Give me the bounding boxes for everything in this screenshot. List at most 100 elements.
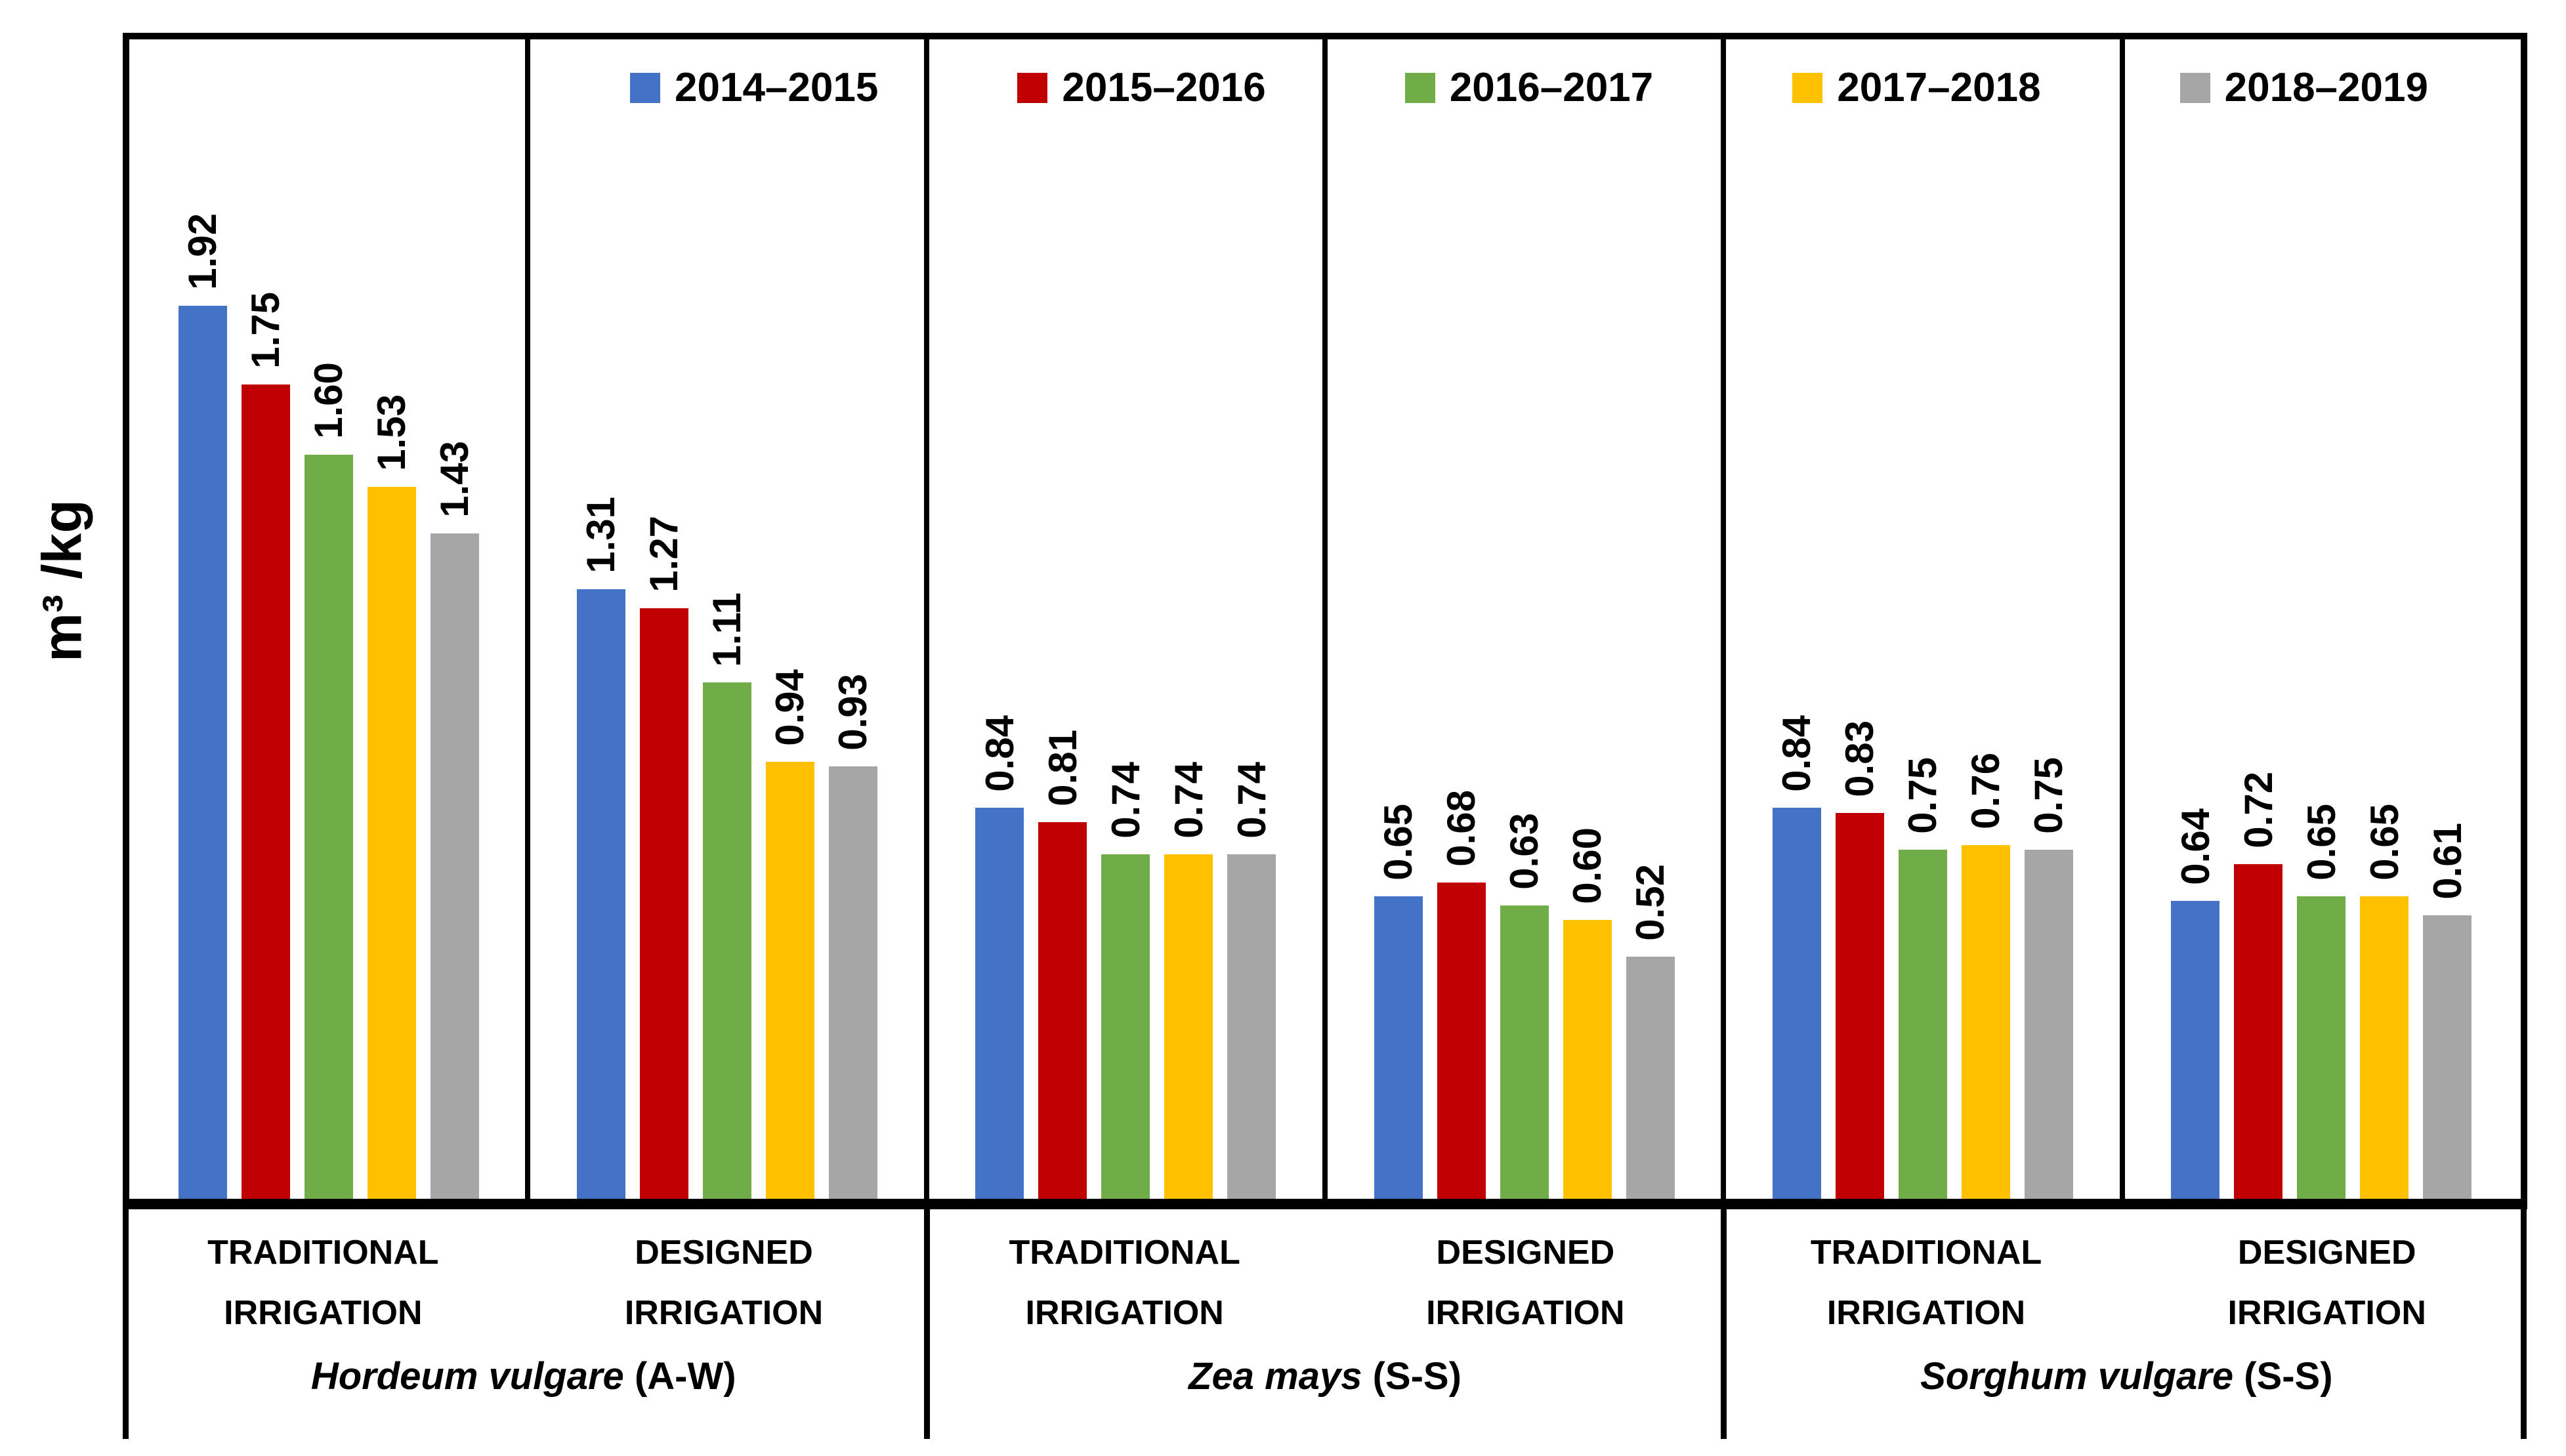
bar-column: 0.52 (1626, 39, 1675, 1199)
bar-value-label: 0.83 (1838, 720, 1882, 797)
bar (1961, 845, 2010, 1199)
bar-value-label: 0.93 (831, 674, 875, 751)
bar-column: 0.74 (1227, 39, 1276, 1199)
plot-area: 1.92 1.75 1.60 1.53 1.43 1.31 1.27 1.11 0.94 0.93… (123, 33, 2527, 1209)
chart-panel: 0.84 0.83 0.75 0.76 0.75 (1723, 39, 2122, 1199)
legend-label: 2016–2017 (1449, 65, 1654, 110)
bar-column: 1.75 (241, 39, 290, 1199)
crop-category-axis-row: Hordeum vulgare (A-W) Zea mays (S-S) Sorgh… (123, 1344, 2527, 1409)
axis-table-separator-line (2521, 1209, 2527, 1439)
bar (241, 385, 290, 1199)
bar-column: 0.76 (1961, 39, 2010, 1199)
bar-column: 0.81 (1038, 39, 1087, 1199)
irrigation-category-label-line: DESIGNED (1436, 1234, 1615, 1272)
crop-species-name: Hordeum vulgare (310, 1355, 635, 1398)
irrigation-category-label-line: DESIGNED (635, 1234, 813, 1272)
irrigation-category-label-line: IRRIGATION (224, 1294, 423, 1332)
bar (2234, 864, 2283, 1199)
bar-value-label: 0.68 (1439, 790, 1484, 867)
irrigation-category-label-line: IRRIGATION (1025, 1294, 1224, 1332)
irrigation-category-label-line: DESIGNED (2237, 1234, 2416, 1272)
bar-column: 0.83 (1835, 39, 1884, 1199)
bar-column: 0.63 (1500, 39, 1549, 1199)
bar-value-label: 1.75 (243, 292, 288, 369)
y-axis-label: m³ /kg (31, 499, 93, 662)
crop-species-name: Zea mays (1188, 1355, 1373, 1398)
bar-column: 0.68 (1437, 39, 1486, 1199)
bar-column: 0.64 (2171, 39, 2220, 1199)
bar-column: 1.60 (304, 39, 353, 1199)
bar (2024, 850, 2073, 1199)
irrigation-category-label: DESIGNED IRRIGATION (1325, 1217, 1726, 1343)
legend-entry: 2016–2017 (1404, 64, 1654, 111)
bar-column: 0.72 (2234, 39, 2283, 1199)
bar (1437, 883, 1486, 1199)
bar (828, 766, 877, 1199)
bar-value-label: 1.31 (579, 497, 623, 573)
legend-label: 2015–2016 (1062, 65, 1266, 110)
bar (1772, 808, 1821, 1199)
legend-label: 2017–2018 (1837, 65, 2041, 110)
bar (702, 682, 751, 1199)
bar (975, 808, 1024, 1199)
crop-label: Sorghum vulgare (S-S) (1726, 1344, 2527, 1409)
bar-value-label: 0.94 (768, 669, 812, 746)
crop-season-suffix: (S-S) (2244, 1355, 2333, 1398)
bar-column: 0.75 (1898, 39, 1947, 1199)
bar-column: 1.11 (702, 39, 751, 1199)
bar-column: 1.53 (367, 39, 416, 1199)
legend-entry: 2017–2018 (1792, 64, 2041, 111)
irrigation-category-label: TRADITIONAL IRRIGATION (123, 1217, 524, 1343)
bar-column: 0.65 (1374, 39, 1423, 1199)
bar-value-label: 0.74 (1229, 762, 1274, 839)
bar-value-label: 0.52 (1628, 864, 1673, 941)
bar-value-label: 0.75 (2027, 757, 2071, 834)
bar (2297, 896, 2346, 1199)
bar-value-label: 0.74 (1103, 762, 1148, 839)
crop-species-name: Sorghum vulgare (1920, 1355, 2244, 1398)
bar-column: 0.75 (2024, 39, 2073, 1199)
irrigation-category-label-line: IRRIGATION (624, 1294, 824, 1332)
crop-label: Zea mays (S-S) (924, 1344, 1725, 1409)
bar-value-label: 0.64 (2173, 808, 2218, 885)
axis-table-separator-line (924, 1209, 930, 1439)
panel-separator-line (525, 33, 530, 1199)
bar-value-label: 0.61 (2425, 823, 2470, 900)
legend-swatch-icon (2179, 72, 2210, 103)
irrigation-category-label: TRADITIONAL IRRIGATION (1726, 1217, 2127, 1343)
irrigation-category-label-line: TRADITIONAL (1009, 1234, 1240, 1272)
crop-season-suffix: (A-W) (634, 1355, 736, 1398)
bar (576, 589, 625, 1199)
irrigation-category-label-line: IRRIGATION (1426, 1294, 1625, 1332)
legend-entry: 2018–2019 (2179, 64, 2428, 111)
bar (1227, 854, 1276, 1199)
bar-column: 0.60 (1563, 39, 1612, 1199)
bar-value-label: 0.65 (2362, 804, 2407, 881)
bar-column: 0.84 (1772, 39, 1821, 1199)
bar-column: 1.27 (639, 39, 688, 1199)
axis-table-separator-line (1721, 1209, 1727, 1439)
bar-column: 1.43 (430, 39, 479, 1199)
bar-value-label: 1.27 (642, 516, 686, 593)
bar (1563, 920, 1612, 1199)
bar-value-label: 0.84 (1775, 715, 1819, 792)
legend: 2014–2015 2015–2016 2016–2017 2017–2018 2018… (630, 64, 2428, 111)
bar-column: 0.84 (975, 39, 1024, 1199)
legend-swatch-icon (1404, 72, 1435, 103)
panel-separator-line (2120, 33, 2125, 1199)
panel-separator-line (924, 33, 929, 1199)
irrigation-category-label-line: IRRIGATION (2227, 1294, 2426, 1332)
bar (1374, 896, 1423, 1199)
bar-value-label: 1.43 (432, 441, 477, 518)
bar (178, 306, 227, 1199)
bar-column: 0.93 (828, 39, 877, 1199)
chart-panel: 1.31 1.27 1.11 0.94 0.93 (528, 39, 926, 1199)
bar-value-label: 0.84 (977, 715, 1022, 792)
bar-value-label: 0.74 (1166, 762, 1211, 839)
bar-column: 0.61 (2423, 39, 2472, 1199)
bar-value-label: 1.11 (705, 592, 749, 667)
bar (2171, 901, 2220, 1199)
bar (639, 608, 688, 1199)
bar (765, 762, 814, 1199)
